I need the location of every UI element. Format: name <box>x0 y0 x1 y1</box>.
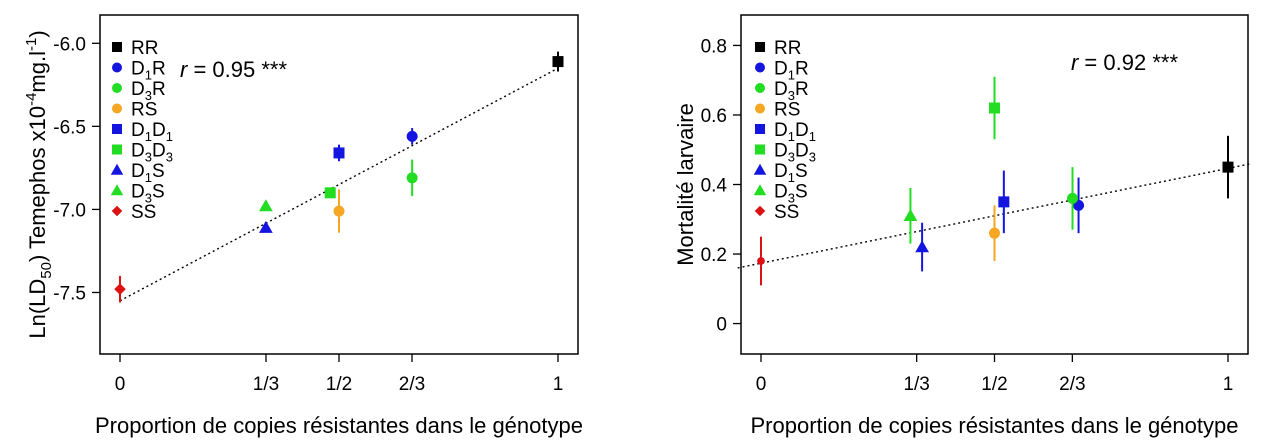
y-tick-label: 0.6 <box>701 106 727 127</box>
legend-marker-circle <box>755 103 765 114</box>
legend-marker-circle <box>112 83 122 93</box>
y-axis-label: Ln(LD50) Temephos x10-4mg.l-1) <box>23 30 55 338</box>
data-point-circle <box>989 227 1000 239</box>
legend-marker-diamond <box>111 205 123 217</box>
legend-label: D1R <box>131 59 166 83</box>
y-tick-label: -7.5 <box>53 283 86 304</box>
y-tick-label: 0.2 <box>701 245 727 266</box>
legend-marker-triangle <box>753 184 767 196</box>
legend-marker-triangle <box>110 163 124 175</box>
data-point-square <box>1222 161 1234 173</box>
correlation-annotation: r = 0.92 *** <box>1071 50 1178 75</box>
legend-marker-triangle <box>110 184 124 196</box>
x-tick-label: 1 <box>553 374 564 395</box>
y-tick-label: -6.5 <box>53 117 86 138</box>
x-tick-label: 1/3 <box>253 374 279 395</box>
legend-label: D3R <box>774 79 809 103</box>
legend-label: D3S <box>131 182 165 206</box>
x-tick-label: 0 <box>115 374 126 395</box>
y-tick-label: -6.0 <box>53 34 86 55</box>
legend-marker-square <box>755 124 765 134</box>
legend-marker-circle <box>755 62 765 73</box>
legend-label: RR <box>774 38 801 59</box>
data-point-diamond <box>114 283 126 295</box>
data-point-square <box>333 147 345 159</box>
legend-marker-square <box>112 144 122 155</box>
legend-label: D1S <box>131 161 165 185</box>
x-tick-label: 1/3 <box>903 374 929 395</box>
correlation-annotation: r = 0.95 *** <box>180 57 287 82</box>
legend-label: D3D3 <box>131 141 173 165</box>
legend-label: SS <box>774 202 799 223</box>
y-tick-label: -7.0 <box>53 200 86 221</box>
data-point-circle <box>757 257 765 265</box>
legend-label: D3D3 <box>774 141 816 165</box>
legend-label: D1R <box>774 59 809 83</box>
legend-marker-triangle <box>753 163 767 175</box>
data-point-square <box>989 102 1000 114</box>
legend-marker-square <box>755 144 765 155</box>
legend-marker-square <box>112 124 122 134</box>
data-point-circle <box>1066 192 1078 204</box>
legend-marker-circle <box>112 62 122 73</box>
legend-marker-square <box>755 42 765 52</box>
legend-label: SS <box>131 202 156 223</box>
x-tick-label: 2/3 <box>399 374 425 395</box>
legend-label: D1S <box>774 161 808 185</box>
data-point-circle <box>333 205 345 217</box>
chart-panel-1: -6.0 -6.5 -7.0 -7.5 0 1/3 1/2 2/3 1 Proportion de… <box>23 14 583 438</box>
legend-marker-square <box>112 42 122 52</box>
legend-label: D3S <box>774 182 808 206</box>
legend-label: D1D1 <box>131 120 173 144</box>
legend-label: RS <box>131 100 157 121</box>
x-tick-label: 1/2 <box>981 374 1007 395</box>
data-point-square <box>552 56 564 68</box>
legend-label: RS <box>774 100 800 121</box>
legend-label: D1D1 <box>774 120 816 144</box>
x-tick-label: 0 <box>756 374 767 395</box>
data-point-square <box>998 196 1010 208</box>
legend-label: RR <box>131 38 158 59</box>
x-tick-label: 1 <box>1223 374 1234 395</box>
legend-marker-circle <box>112 103 122 114</box>
y-tick-label: 0.4 <box>701 176 728 197</box>
data-point-triangle <box>258 220 273 233</box>
data-point-triangle <box>258 199 273 212</box>
legend-marker-circle <box>755 83 765 93</box>
regression-line <box>737 162 1252 269</box>
x-axis-label: Proportion de copies résistantes dans le… <box>751 413 1239 438</box>
y-axis-label: Mortalité larvaire <box>673 103 698 266</box>
legend-label: D3R <box>131 79 166 103</box>
data-point-circle <box>406 130 418 142</box>
y-tick-label: 0 <box>716 315 727 336</box>
data-point-circle <box>406 172 418 184</box>
data-point-square <box>324 187 336 199</box>
data-point-triangle <box>915 240 929 253</box>
y-tick-label: 0.8 <box>701 36 727 57</box>
data-point-triangle <box>903 208 918 221</box>
legend-marker-diamond <box>754 205 766 217</box>
regression-line <box>119 67 559 302</box>
x-tick-label: 1/2 <box>326 374 352 395</box>
x-axis-label: Proportion de copies résistantes dans le… <box>95 413 583 438</box>
x-tick-label: 2/3 <box>1059 374 1085 395</box>
chart-panel-2: 0 0.2 0.4 0.6 0.8 0 1/3 1/2 2/3 1 Proportion de co… <box>673 14 1252 438</box>
